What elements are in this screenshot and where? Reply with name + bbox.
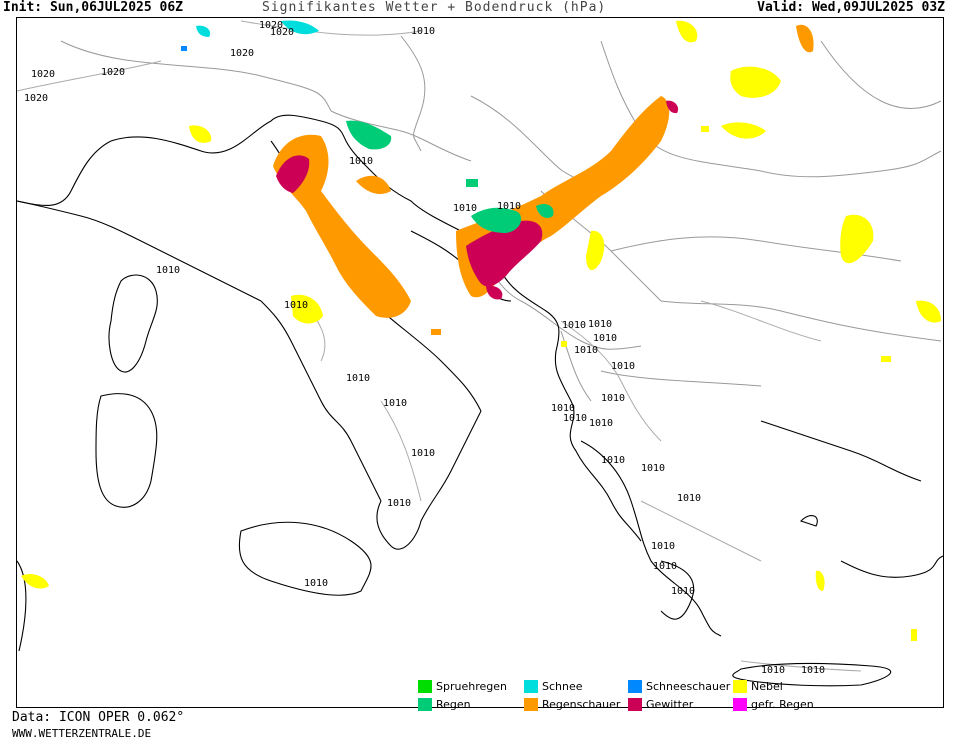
isobar-label: 1010 [651, 541, 675, 552]
weather-map[interactable]: 1020 1020 1020 1020 1020 1020 1010 1010 1010 1010… [16, 17, 944, 708]
isobar-label: 1020 [270, 27, 294, 38]
isobar-label: 1010 [284, 300, 308, 311]
isobar-label: 1010 [562, 320, 586, 331]
init-time: Init: Sun,06JUL2025 06Z [3, 0, 184, 15]
isobar-label: 1010 [453, 203, 477, 214]
isobar-label: 1010 [387, 498, 411, 509]
isobar-label: 1020 [101, 67, 125, 78]
isobar-label: 1010 [611, 361, 635, 372]
isobar-label: 1010 [349, 156, 373, 167]
legend-swatch [733, 680, 747, 693]
legend-item: Schneeschauer [628, 680, 730, 694]
legend-item: Spruehregen [418, 680, 507, 694]
legend-swatch [628, 698, 642, 711]
legend-swatch [628, 680, 642, 693]
legend-item: gefr. Regen [733, 698, 814, 712]
legend-label: Regen [436, 698, 471, 711]
isobar-label: 1010 [801, 665, 825, 676]
isobar-label: 1010 [677, 493, 701, 504]
isobar-label: 1010 [411, 26, 435, 37]
legend-swatch [418, 698, 432, 711]
isobar-label: 1010 [593, 333, 617, 344]
website-credit: WWW.WETTERZENTRALE.DE [12, 727, 152, 740]
data-source: Data: ICON OPER 0.062° [12, 710, 185, 725]
legend-item: Nebel [733, 680, 783, 694]
legend-swatch [418, 680, 432, 693]
isobar-label: 1010 [589, 418, 613, 429]
precipitation-areas [21, 20, 941, 641]
isobar-label: 1010 [346, 373, 370, 384]
isobar-label: 1020 [31, 69, 55, 80]
legend-item: Regen [418, 698, 471, 712]
isobar-label: 1010 [551, 403, 575, 414]
isobar-label: 1010 [671, 586, 695, 597]
legend-item: Regenschauer [524, 698, 620, 712]
isobar-label: 1020 [24, 93, 48, 104]
coastlines [17, 114, 943, 687]
isobar-label: 1020 [230, 48, 254, 59]
isobar-lines [17, 20, 862, 672]
legend-item: Gewitter [628, 698, 693, 712]
isobar-label: 1010 [563, 413, 587, 424]
legend-label: Spruehregen [436, 680, 507, 693]
isobar-label: 1010 [601, 393, 625, 404]
legend-label: Gewitter [646, 698, 694, 711]
legend-label: Nebel [751, 680, 783, 693]
legend-label: Schnee [542, 680, 583, 693]
legend-swatch [733, 698, 747, 711]
isobar-label: 1010 [497, 201, 521, 212]
isobar-label: 1010 [588, 319, 612, 330]
legend-item: Schnee [524, 680, 583, 694]
isobar-label: 1020 [259, 20, 283, 31]
isobar-label: 1010 [601, 455, 625, 466]
legend-swatch [524, 698, 538, 711]
isobar-label: 1010 [641, 463, 665, 474]
isobar-label: 1010 [574, 345, 598, 356]
isobar-label: 1010 [761, 665, 785, 676]
isobar-label: 1010 [156, 265, 180, 276]
valid-time: Valid: Wed,09JUL2025 03Z [757, 0, 945, 15]
legend-label: Schneeschauer [646, 680, 731, 693]
isobar-label: 1010 [304, 578, 328, 589]
isobar-label: 1010 [653, 561, 677, 572]
legend-label: Regenschauer [542, 698, 621, 711]
legend-label: gefr. Regen [751, 698, 814, 711]
isobar-label: 1010 [411, 448, 435, 459]
isobar-label: 1010 [383, 398, 407, 409]
legend-swatch [524, 680, 538, 693]
map-title: Signifikantes Wetter + Bodendruck (hPa) [262, 0, 607, 15]
